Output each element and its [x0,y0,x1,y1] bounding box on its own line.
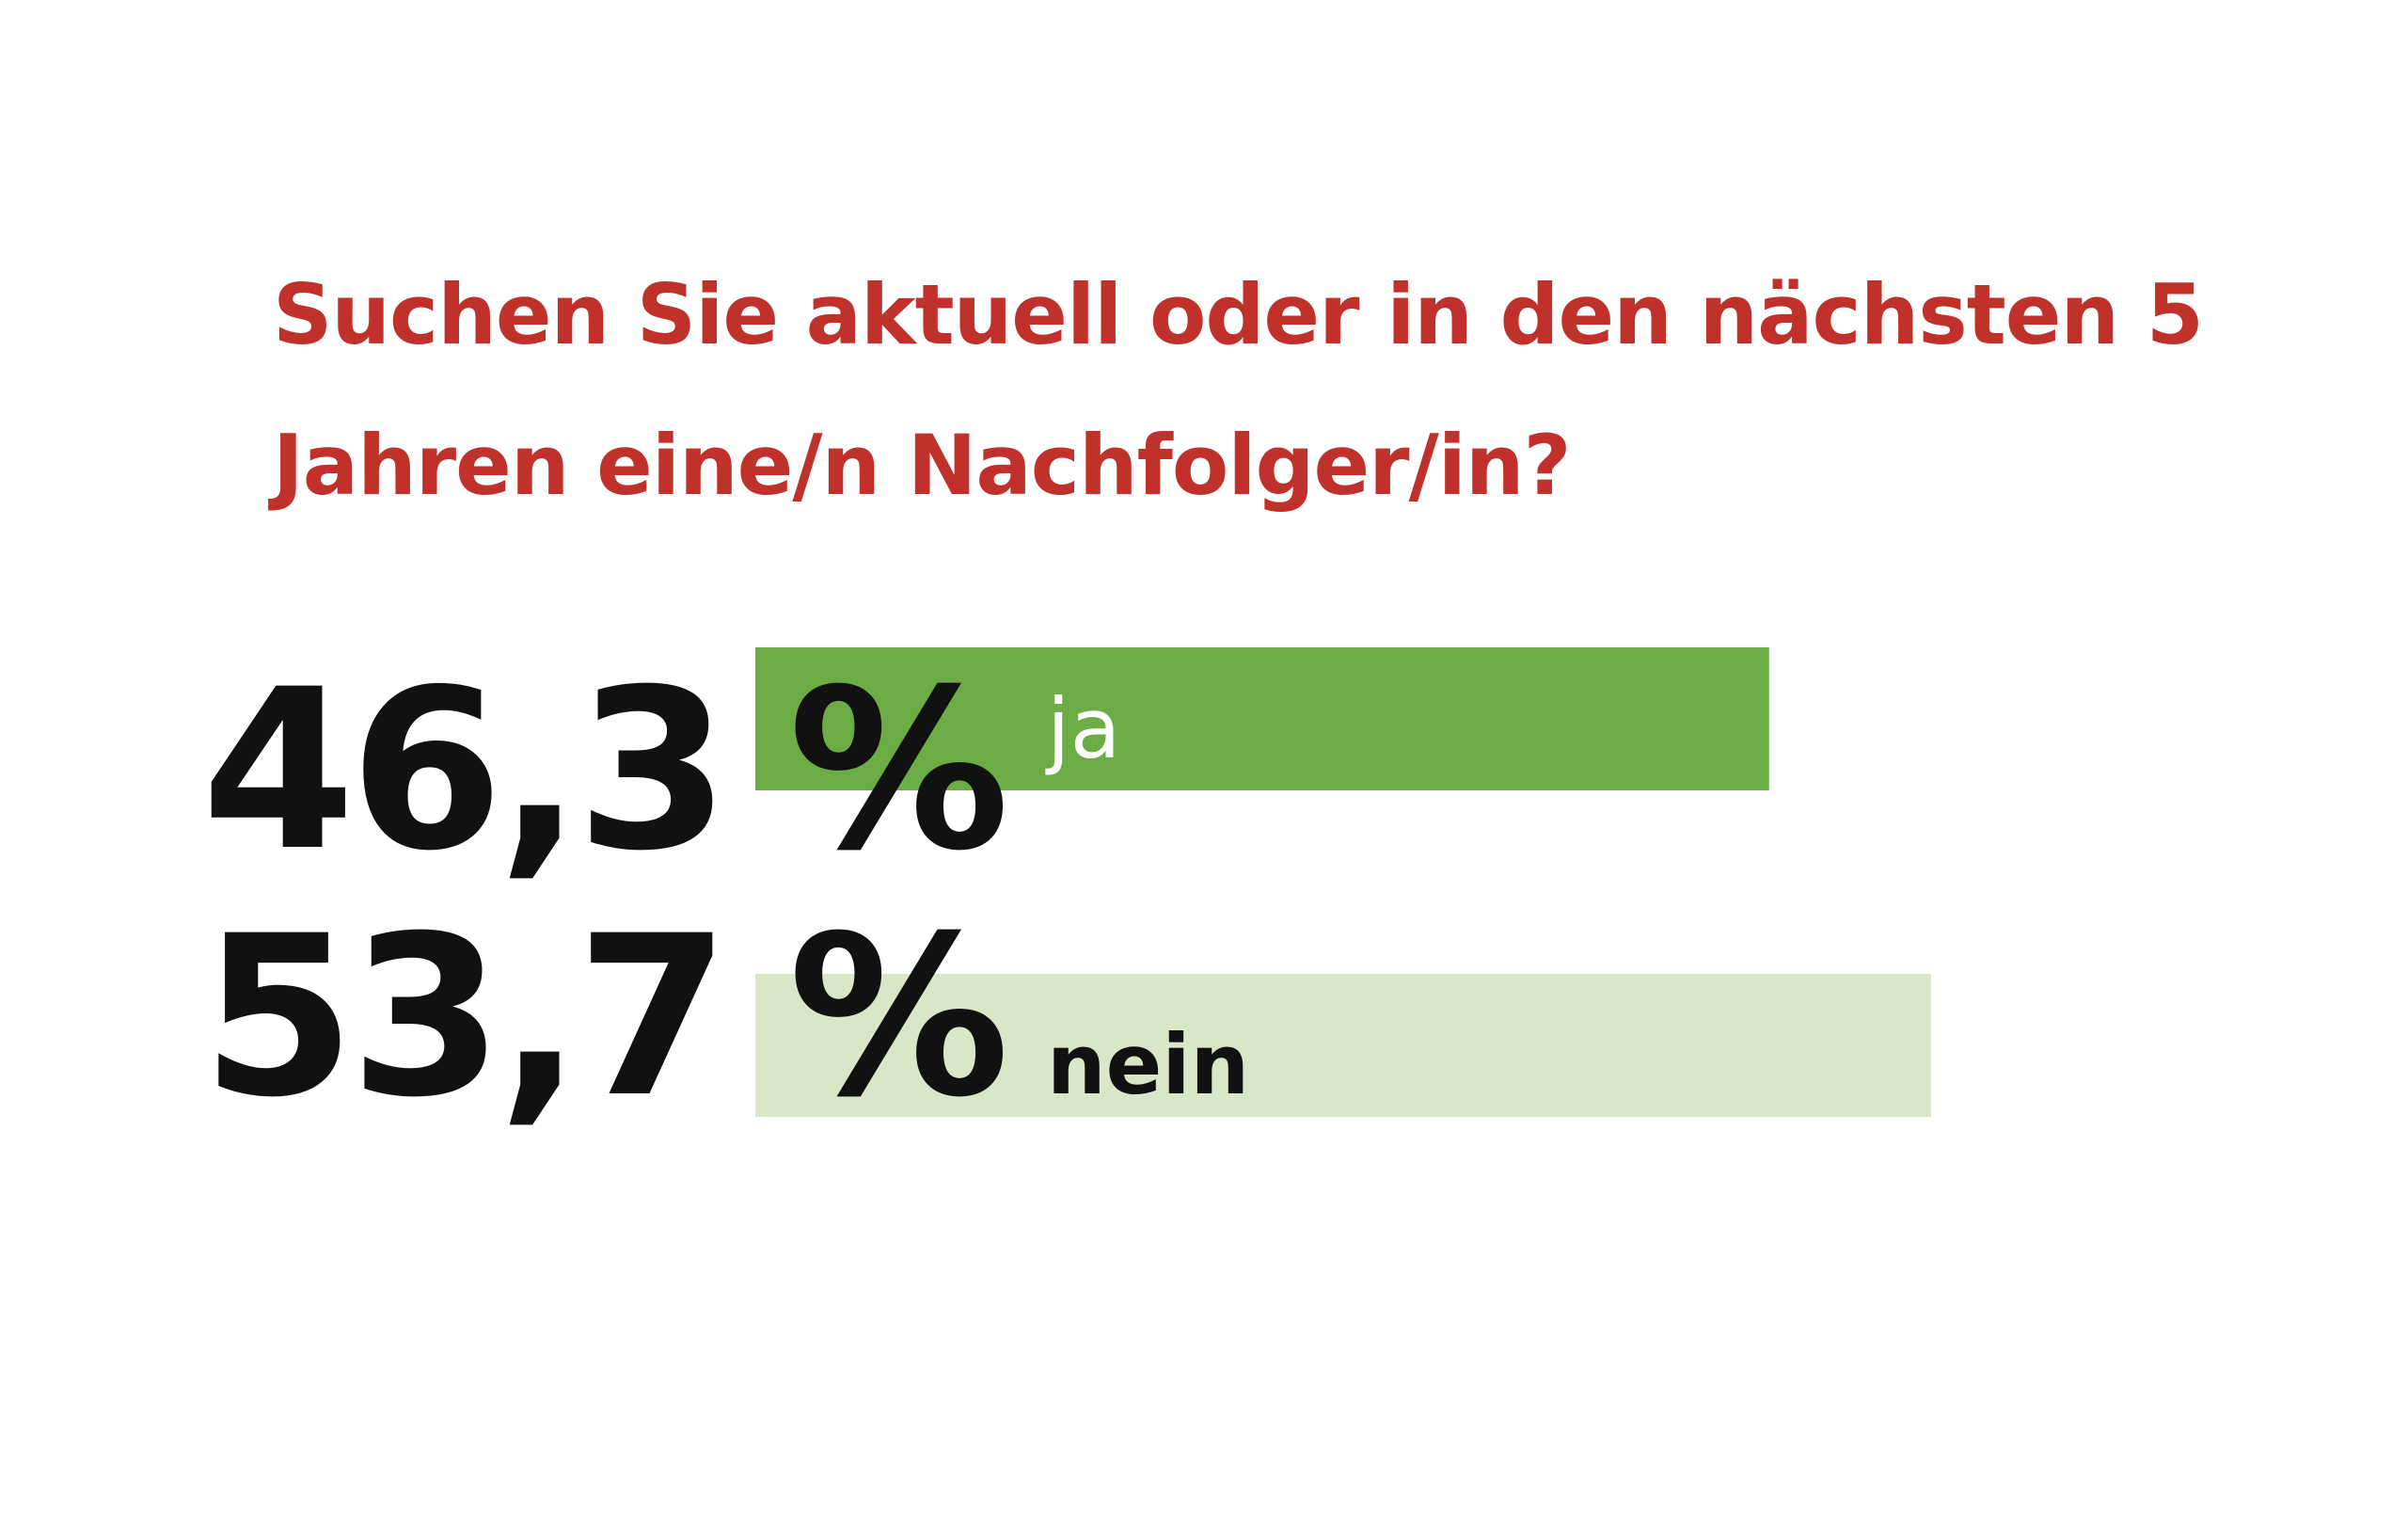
value-label-nein: 53,7 [201,889,724,1146]
percent-sign-ja: % [788,643,1009,900]
percent-sign-nein: % [788,889,1009,1146]
bar-nein [755,974,1931,1117]
bar-ja [755,647,1769,790]
chart-title: Suchen Sie aktuell oder in den nächsten … [273,266,2204,514]
category-label-nein: nein [1047,1016,1249,1113]
category-label-ja: ja [1045,680,1120,777]
value-label-ja: 46,3 [201,643,724,900]
